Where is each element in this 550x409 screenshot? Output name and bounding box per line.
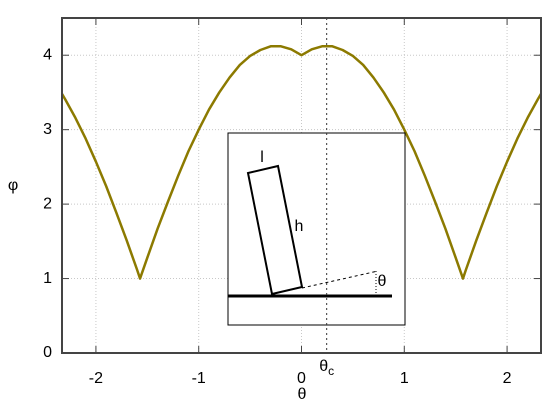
width-label: l <box>260 149 264 166</box>
critical-label: θc <box>319 358 334 378</box>
x-axis-label: θ <box>298 386 307 403</box>
y-tick-label: 1 <box>43 270 52 287</box>
y-tick-label: 3 <box>43 121 52 138</box>
x-tick-label: -2 <box>89 370 103 387</box>
inset-diagram: l h θ <box>227 132 406 326</box>
curve <box>60 45 543 280</box>
x-tick-label: 0 <box>297 370 306 387</box>
critical-subscript: c <box>328 364 334 378</box>
block <box>246 164 304 296</box>
angle-ray <box>301 270 379 289</box>
critical-symbol: θ <box>319 358 328 375</box>
x-tick-label: 2 <box>503 370 512 387</box>
plot <box>60 45 543 280</box>
y-tick-label: 2 <box>43 195 52 212</box>
x-tick-label: -1 <box>192 370 206 387</box>
x-tick-label: 1 <box>400 370 409 387</box>
y-axis-label: φ <box>8 177 18 194</box>
y-tick-label: 4 <box>43 46 52 63</box>
y-tick-label: 0 <box>43 344 52 361</box>
height-label: h <box>295 218 304 235</box>
plot-frame <box>61 17 542 354</box>
angle-label: θ <box>378 273 387 290</box>
